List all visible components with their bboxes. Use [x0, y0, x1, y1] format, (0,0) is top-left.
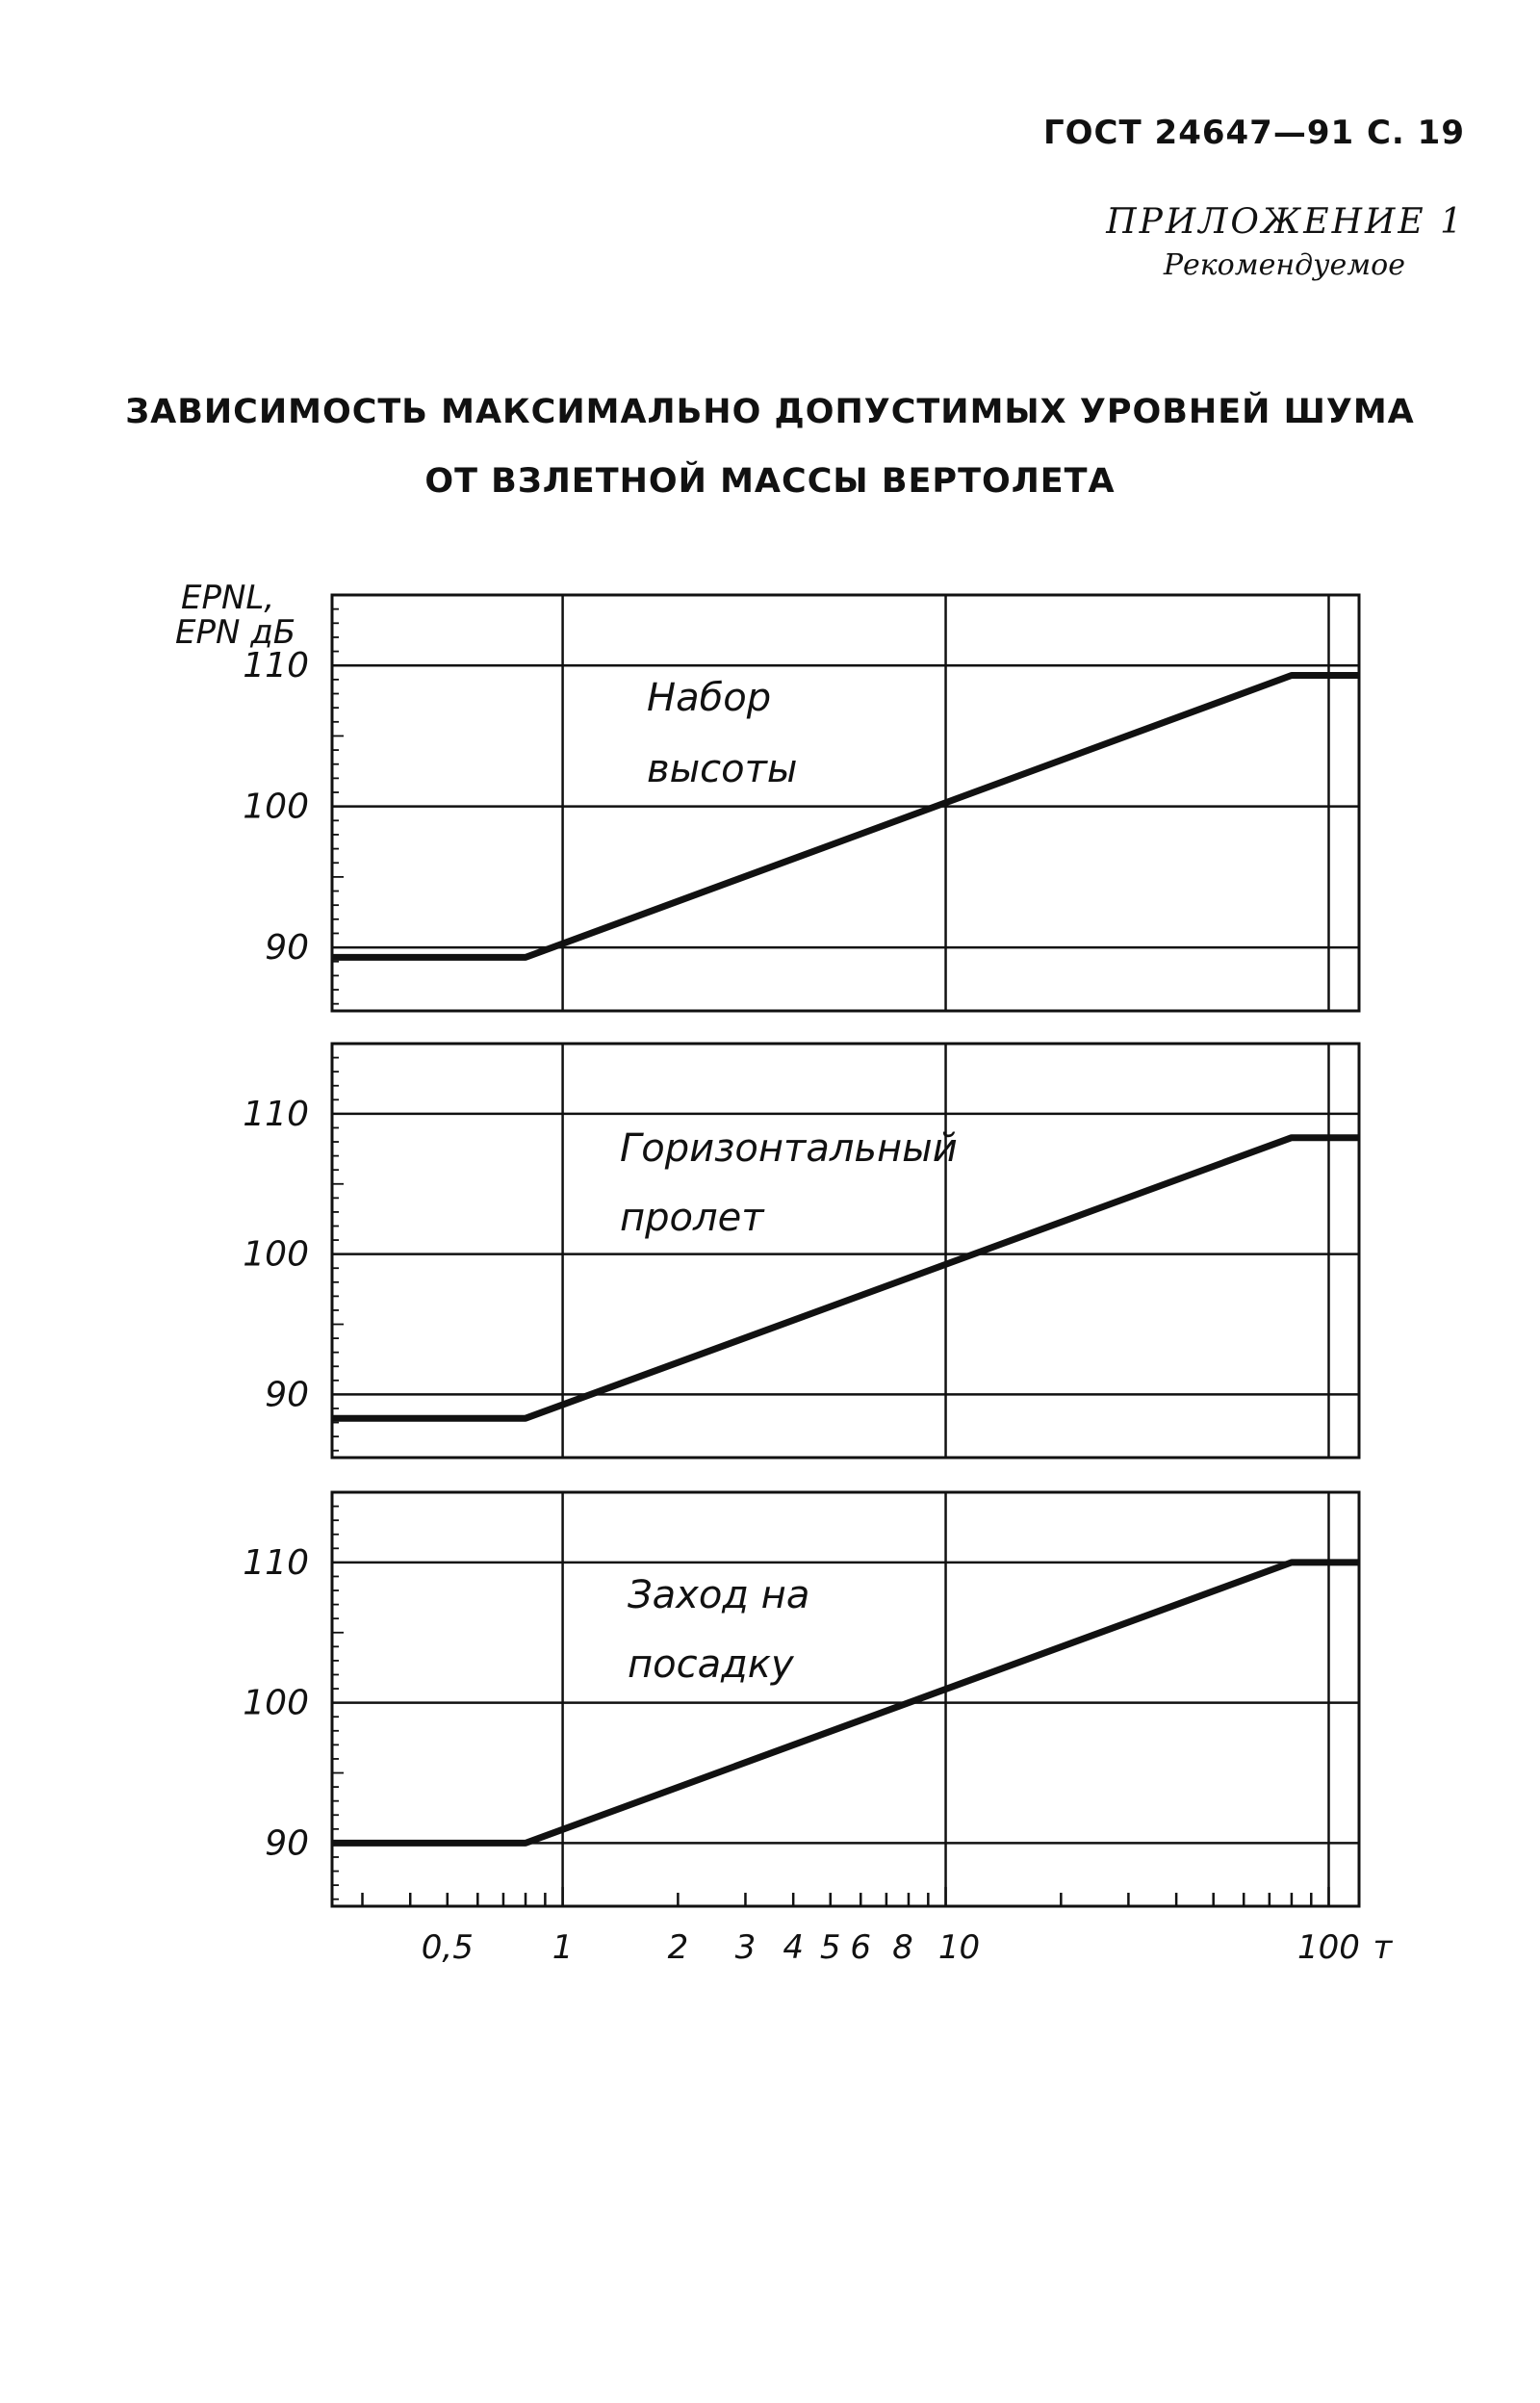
y-axis-label-line-1: EPNL, [181, 579, 274, 617]
panel-label-line-1: Заход на [628, 1573, 809, 1617]
chart-panel-3: 90 100 110 Заход на посадку [243, 1490, 1361, 1908]
chart-panel-2: 90 100 110 Горизонтальный пролет [243, 1042, 1361, 1460]
plot-frame [330, 593, 1361, 1013]
y-tick-label: 90 [265, 928, 309, 968]
x-tick-label: 3 [735, 1928, 757, 1967]
x-tick-label: 8 [892, 1928, 913, 1967]
x-tick-label: 1 [552, 1928, 574, 1967]
x-tick-label: 2 [668, 1928, 689, 1967]
x-tick-label: 100 [1297, 1928, 1360, 1967]
y-tick-label: 110 [243, 1543, 309, 1583]
noise-limit-line [332, 1134, 1359, 1422]
figure-title-line-2: ОТ ВЗЛЕТНОЙ МАССЫ ВЕРТОЛЕТА [424, 462, 1116, 501]
x-axis-unit: т [1373, 1928, 1393, 1967]
plot-frame [330, 1042, 1361, 1460]
appendix-heading: ПРИЛОЖЕНИЕ 1 [1106, 202, 1465, 242]
y-tick-label: 110 [243, 1095, 309, 1134]
appendix-status: Рекомендуемое [1163, 248, 1405, 282]
panel-label-line-1: Набор [647, 676, 771, 720]
y-tick-label: 100 [243, 1684, 309, 1723]
figure-title-line-1: ЗАВИСИМОСТЬ МАКСИМАЛЬНО ДОПУСТИМЫХ УРОВН… [125, 393, 1415, 431]
y-tick-label: 110 [243, 646, 309, 685]
x-tick-label: 0,5 [422, 1928, 474, 1967]
noise-limit-line [332, 672, 1359, 961]
plot-frame [330, 1490, 1361, 1908]
y-tick-label: 100 [243, 1235, 309, 1275]
x-tick-label: 4 [783, 1928, 804, 1967]
x-tick-label: 6 [850, 1928, 871, 1967]
y-tick-label: 90 [265, 1823, 309, 1863]
panel-label-line-2: пролет [620, 1196, 765, 1240]
document-code: ГОСТ 24647—91 С. 19 [1042, 114, 1465, 152]
y-tick-label: 90 [265, 1375, 309, 1414]
panel-label-line-2: высоты [647, 747, 798, 791]
noise-limit-line [332, 1559, 1359, 1847]
chart-panel-1: 90 100 110 Набор высоты [243, 593, 1361, 1013]
panel-label-line-1: Горизонтальный [620, 1126, 958, 1171]
y-tick-label: 100 [243, 788, 309, 827]
y-axis-label-line-2: EPN дБ [175, 613, 295, 652]
x-tick-label: 10 [938, 1928, 980, 1967]
panel-label-line-2: посадку [628, 1642, 795, 1687]
x-tick-label: 5 [820, 1928, 841, 1967]
